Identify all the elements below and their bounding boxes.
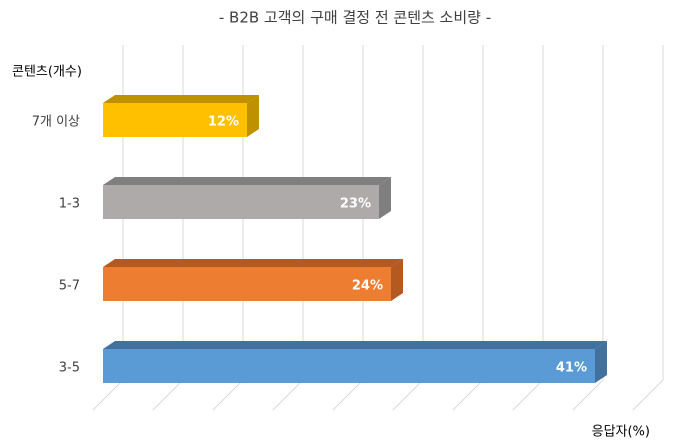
- value-label: 41%: [556, 361, 587, 376]
- y-axis-label: 콘텐츠(개수): [12, 65, 82, 80]
- y-tick-label: 3-5: [59, 361, 80, 376]
- bar: [103, 349, 595, 383]
- bar-side: [595, 341, 607, 383]
- bar-top: [103, 95, 259, 103]
- value-label: 24%: [352, 279, 383, 294]
- bar: [103, 103, 247, 137]
- chart-title: - B2B 고객의 구매 결정 전 콘텐츠 소비량 -: [219, 9, 491, 27]
- bar-top: [103, 177, 391, 185]
- bar-side: [391, 259, 403, 301]
- bar-top: [103, 341, 607, 349]
- y-tick-label: 7개 이상: [32, 115, 80, 130]
- grid-line: [572, 45, 604, 411]
- bar-top: [103, 259, 403, 267]
- bar: [103, 185, 379, 219]
- bar-side: [247, 95, 259, 137]
- grid-line: [632, 45, 664, 411]
- value-label: 12%: [208, 115, 239, 130]
- y-tick-label: 1-3: [59, 197, 80, 212]
- value-label: 23%: [340, 197, 371, 212]
- bar: [103, 267, 391, 301]
- y-tick-label: 5-7: [59, 279, 80, 294]
- bar-side: [379, 177, 391, 219]
- x-axis-label: 응답자(%): [592, 425, 650, 440]
